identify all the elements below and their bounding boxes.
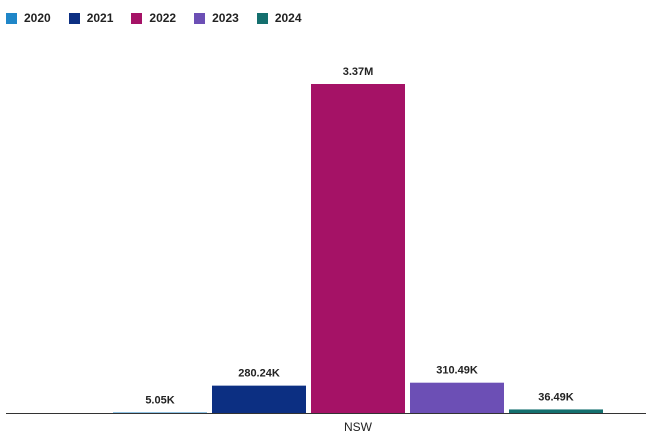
x-tick-label-NSW: NSW: [344, 420, 373, 434]
legend-swatch-2023: [194, 12, 206, 24]
legend-swatch-2022: [131, 12, 143, 24]
data-label-2022: 3.37M: [343, 66, 374, 78]
bar-2022[interactable]: [311, 84, 405, 413]
bar-2024[interactable]: [509, 409, 603, 413]
legend-label-2022: 2022: [149, 11, 177, 25]
legend-label-2024: 2024: [274, 11, 302, 25]
legend-label-2023: 2023: [212, 11, 239, 25]
legend-item-2022[interactable]: 2022: [131, 11, 176, 25]
bar-2021[interactable]: [212, 385, 306, 413]
legend-label-2021: 2021: [86, 11, 114, 25]
data-label-2020: 5.05K: [145, 395, 174, 407]
legend-item-2023[interactable]: 2023: [194, 11, 239, 25]
legend-item-2021[interactable]: 2021: [68, 11, 114, 25]
legend-item-2020[interactable]: 2020: [6, 11, 51, 25]
data-label-2023: 310.49K: [436, 365, 478, 377]
legend-label-2020: 2020: [24, 11, 51, 25]
chart-legend: 2020 2021 2022 2023 2024: [6, 11, 320, 25]
data-label-2021: 280.24K: [238, 368, 280, 380]
legend-swatch-2020: [6, 12, 17, 24]
bar-2023[interactable]: [410, 382, 504, 413]
legend-swatch-2024: [256, 12, 268, 24]
data-label-2024: 36.49K: [538, 391, 574, 403]
legend-swatch-2021: [68, 12, 80, 24]
legend-item-2024[interactable]: 2024: [256, 11, 302, 25]
